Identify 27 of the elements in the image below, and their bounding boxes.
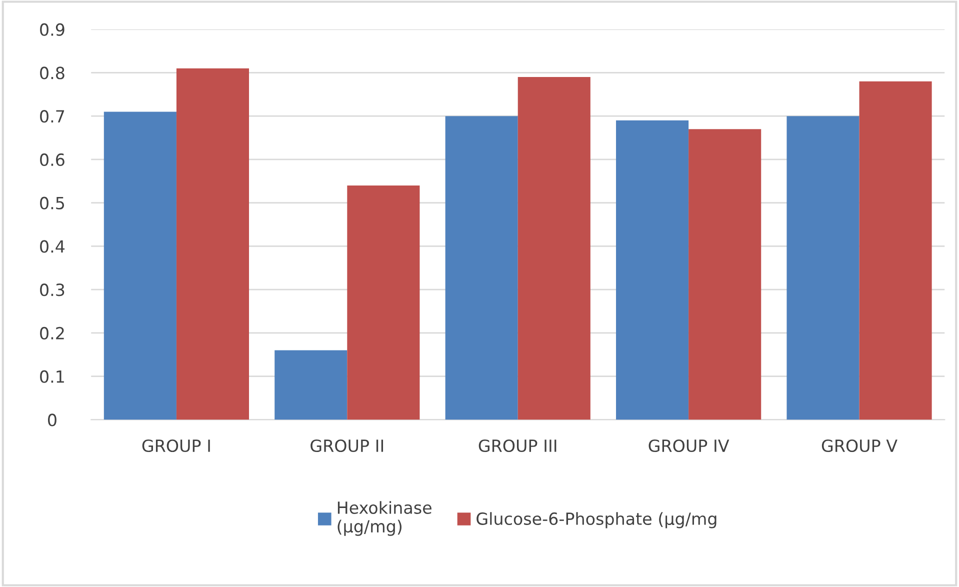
bar bbox=[176, 68, 250, 420]
y-tick-label: 0.5 bbox=[40, 196, 64, 210]
y-tick-label: 0.1 bbox=[40, 370, 64, 383]
y-tick-label: 0.7 bbox=[40, 110, 64, 123]
bar bbox=[104, 112, 176, 420]
bar bbox=[688, 129, 762, 420]
bar bbox=[616, 120, 689, 420]
y-tick-label: 0.4 bbox=[40, 240, 65, 253]
y-tick-label: 0.3 bbox=[40, 284, 64, 296]
y-tick-label: 0.8 bbox=[40, 66, 64, 80]
bar bbox=[274, 350, 348, 420]
x-tick-label: GROUP V bbox=[822, 439, 898, 452]
y-tick-label: 0.2 bbox=[40, 326, 64, 340]
y-tick-label: 0.9 bbox=[40, 23, 64, 36]
x-tick-label: GROUP III bbox=[478, 439, 556, 452]
y-tick-label: 0 bbox=[48, 414, 56, 426]
bar bbox=[786, 116, 860, 420]
x-tick-label: GROUP I bbox=[142, 439, 210, 452]
y-tick-label: 0.6 bbox=[40, 153, 64, 166]
x-tick-label: GROUP II bbox=[310, 439, 384, 452]
legend-label: Hexokinase (µg/mg) bbox=[338, 501, 432, 536]
bar bbox=[859, 81, 932, 420]
bar bbox=[518, 77, 590, 420]
bar bbox=[445, 116, 518, 420]
x-tick-label: GROUP IV bbox=[648, 439, 730, 452]
bar bbox=[347, 185, 420, 420]
legend-label: Glucose-6-Phosphate (µg/mg bbox=[476, 512, 716, 528]
